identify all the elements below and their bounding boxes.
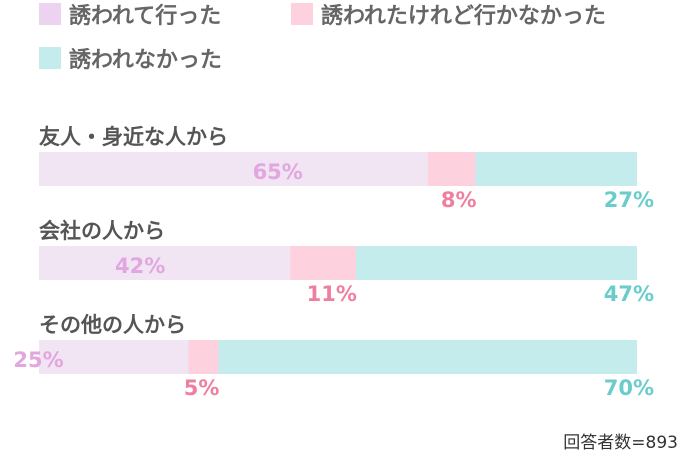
category-label-1: 友人・身近な人から xyxy=(39,125,228,149)
value-label-row1-s1: 65% xyxy=(253,160,303,184)
bar-segment-row3-s3 xyxy=(218,340,637,374)
legend-label-3: 誘われなかった xyxy=(69,47,222,73)
value-label-row2-s3: 47% xyxy=(604,282,654,306)
legend-swatch-2 xyxy=(291,3,313,25)
legend-swatch-1 xyxy=(39,3,61,25)
bar-segment-row1-s2 xyxy=(427,152,476,186)
bar-segment-row3-s1 xyxy=(39,340,189,374)
value-label-row3-s1: 25% xyxy=(13,348,63,372)
bar-segment-row3-s2 xyxy=(188,340,219,374)
value-label-row1-s2: 8% xyxy=(441,188,477,212)
value-label-row2-s1: 42% xyxy=(115,254,165,278)
value-label-row2-s2: 11% xyxy=(307,282,357,306)
legend-swatch-3 xyxy=(39,47,61,69)
legend-label-1: 誘われて行った xyxy=(69,3,221,29)
bar-segment-row2-s1 xyxy=(39,246,291,280)
value-label-row3-s3: 70% xyxy=(604,376,654,400)
bar-segment-row2-s3 xyxy=(355,246,637,280)
bar-segment-row1-s1 xyxy=(39,152,428,186)
value-label-row3-s2: 5% xyxy=(184,376,220,400)
legend-label-2: 誘われたけれど行かなかった xyxy=(321,3,606,29)
respondent-count-note: 回答者数=893 xyxy=(563,433,678,453)
category-label-2: 会社の人から xyxy=(39,219,165,243)
bar-segment-row2-s2 xyxy=(290,246,356,280)
bar-segment-row1-s3 xyxy=(475,152,637,186)
value-label-row1-s3: 27% xyxy=(604,188,654,212)
category-label-3: その他の人から xyxy=(39,313,186,337)
